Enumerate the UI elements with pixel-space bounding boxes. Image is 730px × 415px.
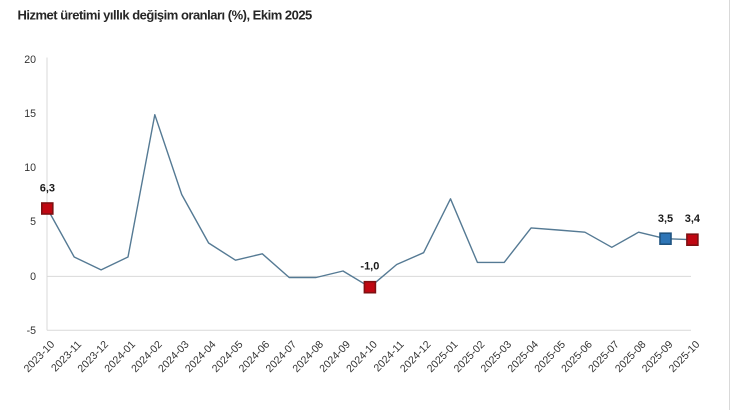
svg-text:Hizmet üretimi yıllık değişim: Hizmet üretimi yıllık değişim oranları (…: [18, 8, 313, 23]
svg-text:-5: -5: [27, 325, 37, 337]
svg-text:3,4: 3,4: [685, 213, 701, 225]
svg-text:3,5: 3,5: [658, 213, 673, 225]
svg-text:-1,0: -1,0: [360, 261, 379, 273]
svg-text:6,3: 6,3: [40, 183, 55, 195]
svg-text:20: 20: [24, 54, 36, 66]
svg-text:10: 10: [24, 162, 36, 174]
svg-text:15: 15: [24, 108, 36, 120]
svg-text:0: 0: [30, 271, 36, 283]
svg-text:5: 5: [30, 216, 36, 228]
